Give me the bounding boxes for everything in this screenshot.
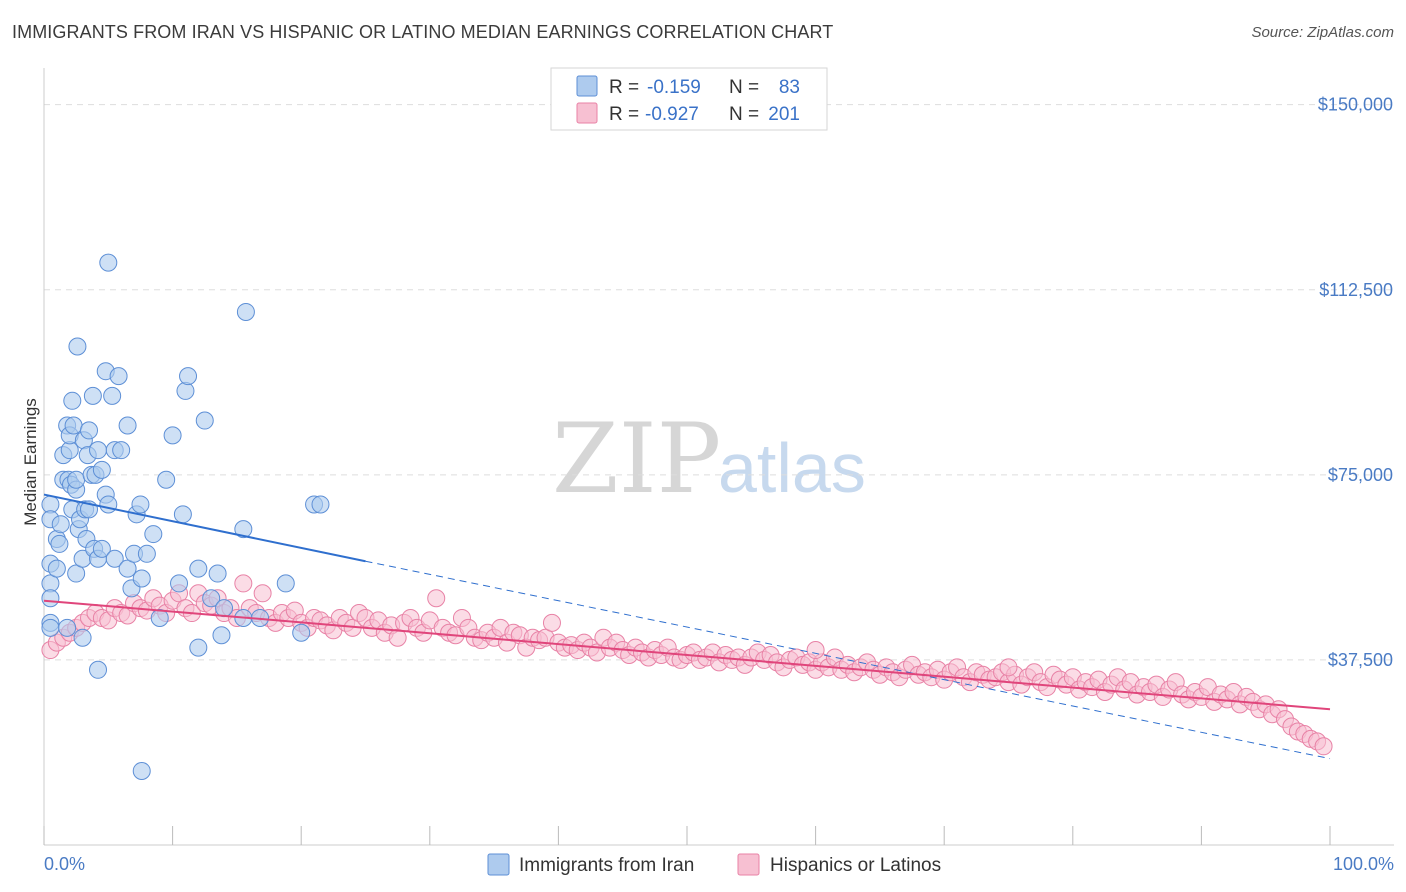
point-iran	[67, 564, 86, 583]
point-iran	[292, 623, 311, 642]
bottom-legend-swatch-hispanic	[737, 853, 760, 876]
point-iran	[276, 574, 295, 593]
point-iran	[41, 618, 60, 637]
legend-n-label-hispanic: N =	[729, 104, 759, 125]
point-iran	[63, 391, 82, 410]
point-iran	[215, 599, 234, 618]
series-iran-points	[41, 253, 330, 780]
x-tick-label-min: 0.0%	[44, 854, 85, 874]
point-iran	[112, 441, 131, 460]
point-hispanic	[1314, 737, 1333, 756]
series-hispanics-points	[41, 574, 1333, 756]
point-hispanic	[427, 589, 446, 608]
point-iran	[92, 460, 111, 479]
legend-series: Immigrants from Iran Hispanics or Latino…	[487, 853, 941, 876]
point-iran	[68, 337, 87, 356]
point-iran	[58, 618, 77, 637]
y-axis-label: Median Earnings	[21, 398, 40, 526]
point-iran	[118, 416, 137, 435]
y-tick-labels: $37,500 $75,000 $112,500 $150,000	[1318, 95, 1393, 670]
y-tick-label: $75,000	[1328, 465, 1393, 485]
point-iran	[132, 761, 151, 780]
x-tick-label-max: 100.0%	[1333, 854, 1394, 874]
point-iran	[170, 574, 189, 593]
legend-n-value-hispanic: 201	[768, 104, 800, 125]
point-iran	[179, 367, 198, 386]
legend-swatch-hispanic	[576, 102, 598, 124]
point-iran	[236, 302, 255, 321]
point-iran	[80, 421, 99, 440]
point-iran	[118, 559, 137, 578]
trend-line-iran	[43, 493, 366, 563]
point-iran	[83, 386, 102, 405]
point-iran	[208, 564, 227, 583]
point-iran	[41, 589, 60, 608]
point-iran	[144, 525, 163, 544]
legend-r-label-hispanic: R =	[609, 104, 639, 125]
point-hispanic	[999, 658, 1018, 677]
legend-n-label-iran: N =	[729, 77, 759, 98]
point-iran	[132, 569, 151, 588]
point-iran	[150, 608, 169, 627]
x-ticks	[43, 826, 1331, 845]
point-iran	[103, 386, 122, 405]
axes	[43, 68, 1394, 846]
point-iran	[64, 416, 83, 435]
bottom-legend-label-hispanic: Hispanics or Latinos	[770, 855, 941, 876]
point-iran	[234, 520, 253, 539]
point-iran	[50, 534, 69, 553]
point-hispanic	[253, 584, 272, 603]
point-iran	[195, 411, 214, 430]
source-label: Source: ZipAtlas.com	[1251, 24, 1394, 41]
point-hispanic	[542, 613, 561, 632]
point-iran	[202, 589, 221, 608]
bottom-legend-label-iran: Immigrants from Iran	[519, 855, 694, 876]
point-iran	[89, 441, 108, 460]
trend-line-hispanic	[43, 599, 1331, 711]
legend-swatch-iran	[576, 75, 598, 97]
point-iran	[89, 660, 108, 679]
legend-stats: R = -0.159 N = 83 R = -0.927 N = 201	[550, 67, 828, 131]
trend-lines	[43, 493, 1331, 760]
point-iran	[67, 470, 86, 489]
point-iran	[99, 253, 118, 272]
watermark-zip: ZIP	[552, 403, 721, 515]
trend-line-iran-extension	[365, 560, 1331, 760]
y-tick-label: $37,500	[1328, 650, 1393, 670]
point-hispanic	[234, 574, 253, 593]
point-iran	[109, 367, 128, 386]
point-iran	[105, 549, 124, 568]
watermark: ZIP atlas	[552, 403, 866, 515]
y-tick-label: $112,500	[1319, 280, 1393, 300]
point-hispanic	[388, 628, 407, 647]
point-hispanic	[806, 641, 825, 660]
point-iran	[92, 539, 111, 558]
y-tick-label: $150,000	[1318, 95, 1393, 115]
point-iran	[99, 495, 118, 514]
point-iran	[176, 381, 195, 400]
point-iran	[311, 495, 330, 514]
point-iran	[163, 426, 182, 445]
point-iran	[73, 628, 92, 647]
legend-r-value-iran: -0.159	[647, 77, 701, 98]
point-iran	[189, 559, 208, 578]
point-iran	[189, 638, 208, 657]
point-iran	[47, 559, 66, 578]
chart-title: IMMIGRANTS FROM IRAN VS HISPANIC OR LATI…	[12, 22, 834, 42]
point-iran	[157, 470, 176, 489]
legend-n-value-iran: 83	[779, 77, 800, 98]
legend-r-label-iran: R =	[609, 77, 639, 98]
point-iran	[131, 495, 150, 514]
point-iran	[137, 544, 156, 563]
watermark-atlas: atlas	[718, 429, 866, 507]
legend-r-value-hispanic: -0.927	[645, 104, 699, 125]
point-iran	[51, 515, 70, 534]
point-iran	[173, 505, 192, 524]
bottom-legend-swatch-iran	[487, 853, 510, 876]
point-iran	[212, 626, 231, 645]
